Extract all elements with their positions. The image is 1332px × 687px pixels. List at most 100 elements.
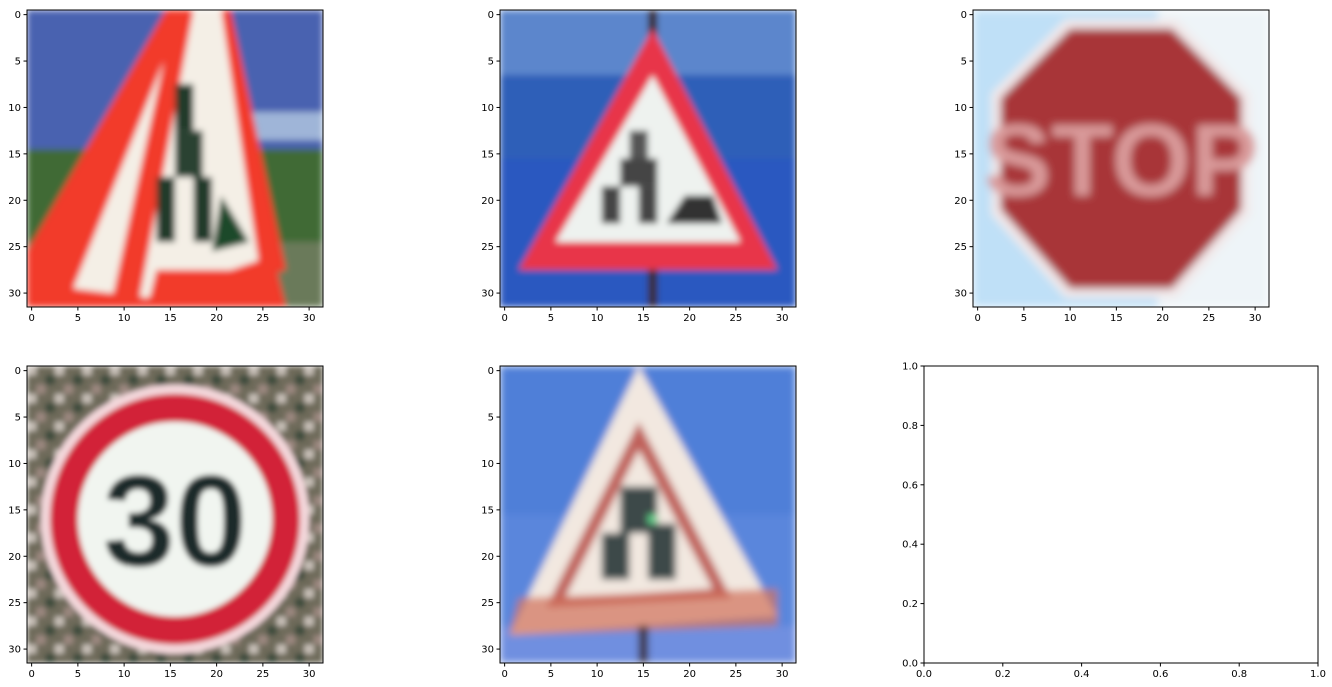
ytick-label: 30 xyxy=(481,645,494,656)
ytick-label: 10 xyxy=(8,103,21,114)
xtick-label: 15 xyxy=(1110,313,1123,324)
ytick-label: 15 xyxy=(8,149,21,160)
ytick-label: 20 xyxy=(481,552,494,563)
ytick-label: 0 xyxy=(15,366,21,377)
xtick-label: 10 xyxy=(1064,313,1077,324)
xtick-label: 15 xyxy=(164,669,177,680)
xtick-label: 25 xyxy=(257,313,270,324)
ytick-label: 25 xyxy=(481,242,494,253)
panel-bottom-middle-ticks: 0 5 10 15 20 25 30 0 5 10 15 20 25 30 xyxy=(481,366,788,680)
panel-top-middle-image xyxy=(500,10,796,307)
xtick-label: 30 xyxy=(776,313,789,324)
xtick-label: 15 xyxy=(637,313,650,324)
panel-bottom-left-image: 30 xyxy=(27,366,323,663)
ytick-label: 15 xyxy=(481,505,494,516)
panel-top-left-ticks: 0 5 10 15 20 25 30 0 5 10 15 20 25 30 xyxy=(8,10,315,324)
ytick-label: 0.2 xyxy=(902,599,918,610)
ytick-label: 30 xyxy=(481,289,494,300)
xtick-label: 20 xyxy=(683,669,696,680)
ytick-label: 15 xyxy=(481,149,494,160)
xtick-label: 10 xyxy=(118,313,131,324)
xtick-label: 25 xyxy=(1203,313,1216,324)
panel-bottom-middle: 0 5 10 15 20 25 30 0 5 10 15 20 25 30 xyxy=(481,365,797,680)
xtick-label: 10 xyxy=(591,313,604,324)
ytick-label: 25 xyxy=(8,242,21,253)
xtick-label: 30 xyxy=(776,669,789,680)
ytick-label: 15 xyxy=(954,149,967,160)
xtick-label: 0 xyxy=(501,669,507,680)
xtick-label: 10 xyxy=(591,669,604,680)
xtick-label: 20 xyxy=(210,313,223,324)
ytick-label: 5 xyxy=(15,413,21,424)
stop-sign-text: STOP xyxy=(983,103,1258,217)
xtick-label: 5 xyxy=(75,669,81,680)
ytick-label: 20 xyxy=(8,552,21,563)
ytick-label: 5 xyxy=(488,57,494,68)
xtick-label: 30 xyxy=(303,669,316,680)
xtick-label: 20 xyxy=(683,313,696,324)
ytick-label: 20 xyxy=(954,196,967,207)
ytick-label: 30 xyxy=(954,289,967,300)
xtick-label: 15 xyxy=(164,313,177,324)
xtick-label: 0.8 xyxy=(1231,669,1247,680)
xtick-label: 25 xyxy=(730,313,743,324)
ytick-label: 20 xyxy=(8,196,21,207)
xtick-label: 20 xyxy=(210,669,223,680)
ytick-label: 10 xyxy=(481,103,494,114)
panel-top-left: 0 5 10 15 20 25 30 0 5 10 15 20 25 30 xyxy=(8,9,324,324)
xtick-label: 5 xyxy=(548,313,554,324)
panel-bottom-right: 0.0 0.2 0.4 0.6 0.8 1.0 0.0 0.2 0.4 0.6 0.8 1.0 xyxy=(902,362,1326,681)
panel-bottom-left: 30 0 5 10 15 20 25 30 0 5 10 15 20 25 30 xyxy=(8,365,324,680)
panel-top-right-image: STOP xyxy=(973,10,1269,307)
xtick-label: 5 xyxy=(1021,313,1027,324)
xtick-label: 30 xyxy=(303,313,316,324)
xtick-label: 0 xyxy=(28,313,34,324)
ytick-label: 5 xyxy=(15,57,21,68)
ytick-label: 0.6 xyxy=(902,480,918,491)
ytick-label: 20 xyxy=(481,196,494,207)
panel-top-middle-ticks: 0 5 10 15 20 25 30 0 5 10 15 20 25 30 xyxy=(481,10,788,324)
ytick-label: 30 xyxy=(8,645,21,656)
xtick-label: 0 xyxy=(501,313,507,324)
xtick-label: 1.0 xyxy=(1310,669,1326,680)
ytick-label: 15 xyxy=(8,505,21,516)
ytick-label: 0 xyxy=(15,10,21,21)
speed-limit-text: 30 xyxy=(103,449,247,593)
xtick-label: 0 xyxy=(974,313,980,324)
panel-top-left-image xyxy=(27,10,323,307)
xtick-label: 0.2 xyxy=(995,669,1011,680)
ytick-label: 0 xyxy=(488,366,494,377)
panel-top-right-ticks: 0 5 10 15 20 25 30 0 5 10 15 20 25 30 xyxy=(954,10,1261,324)
ytick-label: 1.0 xyxy=(902,362,918,373)
xtick-label: 20 xyxy=(1156,313,1169,324)
xtick-label: 0 xyxy=(28,669,34,680)
panel-top-right: STOP 0 5 10 15 20 25 30 0 5 10 15 20 25 30 xyxy=(954,9,1270,324)
ytick-label: 25 xyxy=(954,242,967,253)
ytick-label: 25 xyxy=(8,598,21,609)
ytick-label: 10 xyxy=(8,459,21,470)
ytick-label: 0 xyxy=(961,10,967,21)
ytick-label: 10 xyxy=(954,103,967,114)
ytick-label: 30 xyxy=(8,289,21,300)
ytick-label: 25 xyxy=(481,598,494,609)
xtick-label: 15 xyxy=(637,669,650,680)
xtick-label: 30 xyxy=(1249,313,1262,324)
ytick-label: 0.8 xyxy=(902,421,918,432)
xtick-label: 25 xyxy=(730,669,743,680)
panel-top-middle: 0 5 10 15 20 25 30 0 5 10 15 20 25 30 xyxy=(481,9,797,324)
xtick-label: 5 xyxy=(75,313,81,324)
panel-bottom-right-ticks: 0.0 0.2 0.4 0.6 0.8 1.0 0.0 0.2 0.4 0.6 0.8 1.0 xyxy=(902,362,1326,681)
ytick-label: 10 xyxy=(481,459,494,470)
xtick-label: 25 xyxy=(257,669,270,680)
xtick-label: 10 xyxy=(118,669,131,680)
ytick-label: 0 xyxy=(488,10,494,21)
ytick-label: 0.0 xyxy=(902,659,918,670)
xtick-label: 5 xyxy=(548,669,554,680)
ytick-label: 0.4 xyxy=(902,540,918,551)
ytick-label: 5 xyxy=(488,413,494,424)
panel-bottom-left-ticks: 0 5 10 15 20 25 30 0 5 10 15 20 25 30 xyxy=(8,366,315,680)
ytick-label: 5 xyxy=(961,57,967,68)
panel-bottom-middle-image xyxy=(500,366,796,663)
xtick-label: 0.6 xyxy=(1152,669,1168,680)
